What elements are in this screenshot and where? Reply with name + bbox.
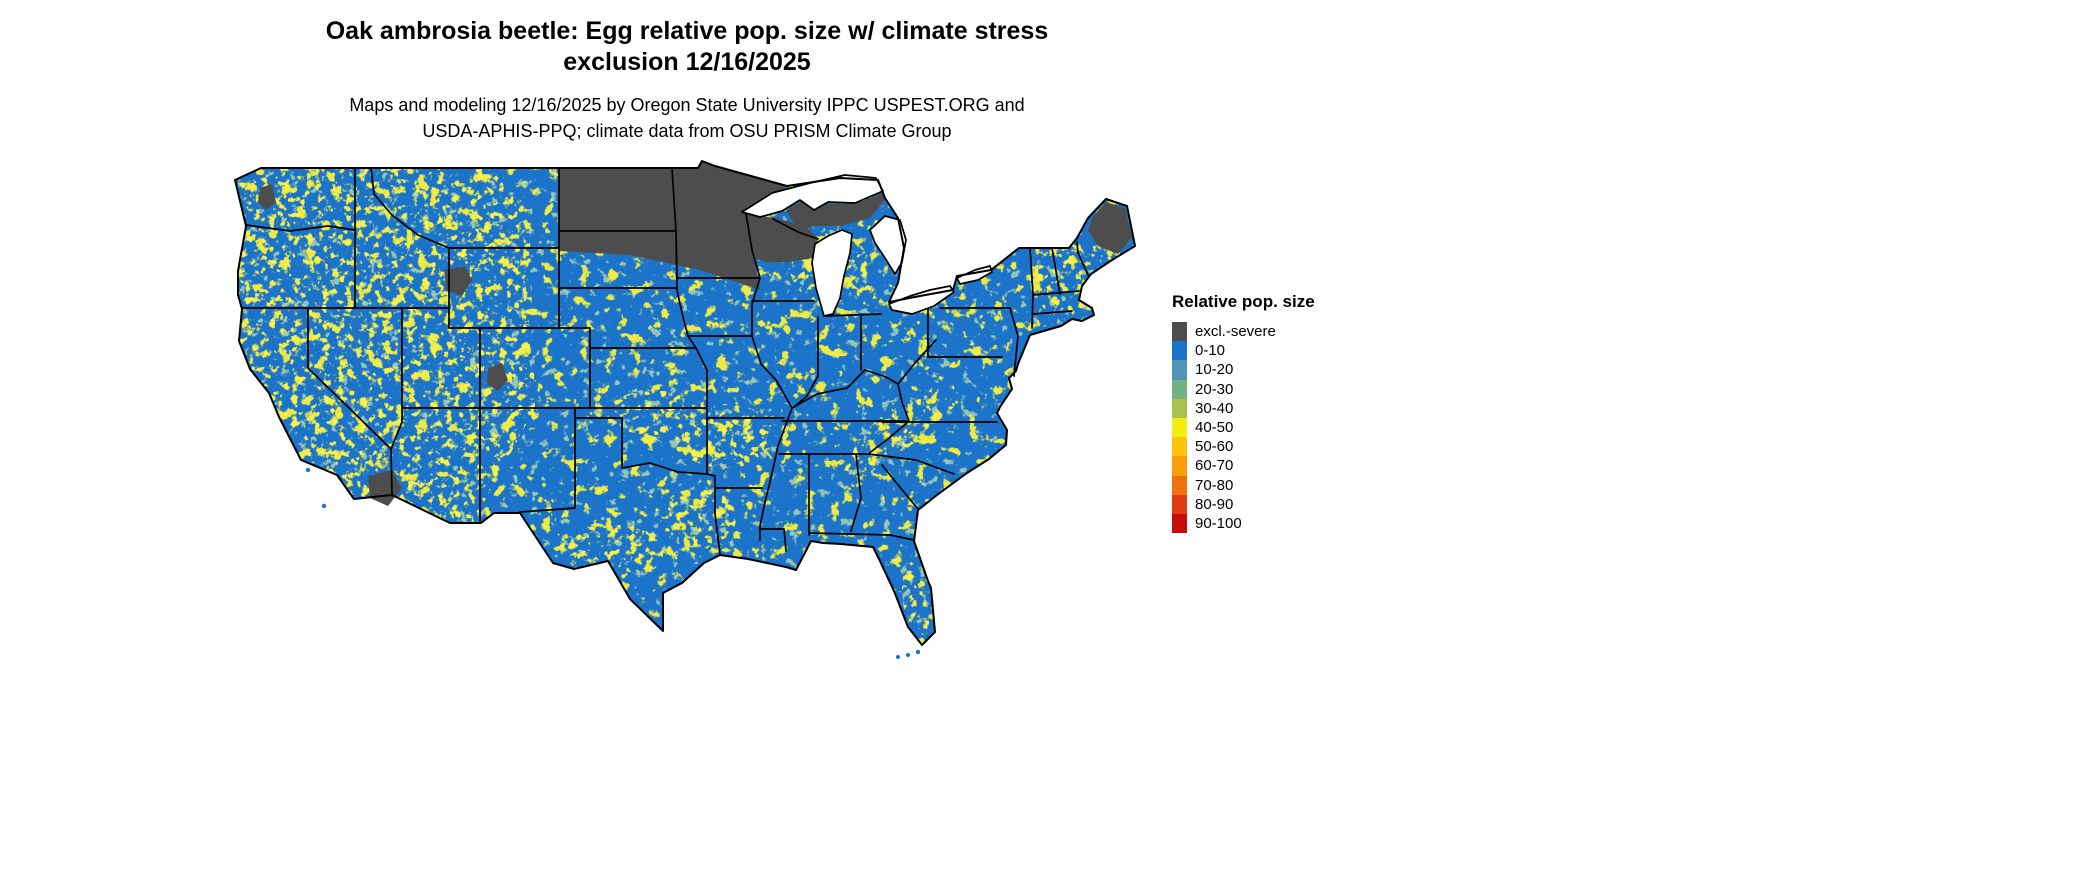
legend-label: 90-100 [1195,514,1242,532]
legend-item-80-90: 80-90 [1172,494,1392,514]
exclusion-northern-plains [559,161,787,290]
channel-island-dot-2 [321,503,327,509]
legend-item-10-20: 10-20 [1172,360,1392,380]
legend-item-50-60: 50-60 [1172,437,1392,457]
legend-item-0-10: 0-10 [1172,341,1392,361]
legend-swatch [1172,456,1187,476]
exclusion-colorado-rockies [487,363,508,391]
map-subtitle: Maps and modeling 12/16/2025 by Oregon S… [0,92,1374,144]
legend-item-20-30: 20-30 [1172,379,1392,399]
legend-title: Relative pop. size [1172,292,1315,311]
lake-michigan [811,229,853,317]
islands-and-keys [305,467,921,659]
legend-label: 60-70 [1195,457,1234,475]
state-borders [241,167,1089,555]
legend: Relative pop. size excl.-severe 0-10 10-20… [1172,292,1392,534]
map-subtitle-line2: USDA-APHIS-PPQ; climate data from OSU PR… [422,121,952,141]
exclusion-north-cascades [258,184,276,210]
legend-swatch [1172,322,1187,342]
legend-item-40-50: 40-50 [1172,417,1392,438]
legend-swatch [1172,341,1187,361]
map-title-line1: Oak ambrosia beetle: Egg relative pop. s… [325,17,1049,45]
legend-label: 0-10 [1195,342,1226,360]
legend-item-30-40: 30-40 [1172,398,1392,418]
map-title-line2: exclusion 12/16/2025 [563,48,811,76]
legend-swatch [1172,398,1187,418]
legend-swatch [1172,494,1187,514]
exclusion-yellowstone [445,266,472,296]
legend-label: 40-50 [1195,418,1234,436]
legend-swatch [1172,360,1187,380]
legend-label: 10-20 [1195,361,1234,379]
legend-item-90-100: 90-100 [1172,513,1392,534]
legend-item-excl.-severe: excl.-severe [1172,322,1392,342]
exclusion-northern-maine [1088,202,1132,254]
legend-swatch [1172,379,1187,399]
legend-items: excl.-severe 0-10 10-20 20-30 30-40 40-50 50-6… [1172,322,1392,534]
legend-item-70-80: 70-80 [1172,475,1392,495]
map-title: Oak ambrosia beetle: Egg relative pop. s… [0,16,1374,78]
legend-swatch [1172,513,1187,534]
map-subtitle-line1: Maps and modeling 12/16/2025 by Oregon S… [349,95,1025,115]
conus-outline [234,160,1136,646]
florida-key-dot-2 [906,653,910,657]
florida-key-dot-3 [896,655,900,659]
exclusion-upper-michigan [786,193,885,230]
figure-header: Oak ambrosia beetle: Egg relative pop. s… [0,16,1374,144]
great-lakes [741,174,993,317]
legend-item-60-70: 60-70 [1172,456,1392,476]
legend-label: 20-30 [1195,380,1234,398]
channel-island-dot [305,467,311,473]
legend-label: 50-60 [1195,438,1234,456]
legend-label: 70-80 [1195,476,1234,494]
legend-swatch [1172,417,1187,438]
conus-map [234,160,1136,659]
legend-swatch [1172,437,1187,457]
conus-map-container [230,158,1140,668]
legend-swatch [1172,475,1187,495]
legend-label: 30-40 [1195,399,1234,417]
legend-label: excl.-severe [1195,323,1276,340]
florida-key-dot [915,649,921,655]
legend-label: 80-90 [1195,495,1234,513]
